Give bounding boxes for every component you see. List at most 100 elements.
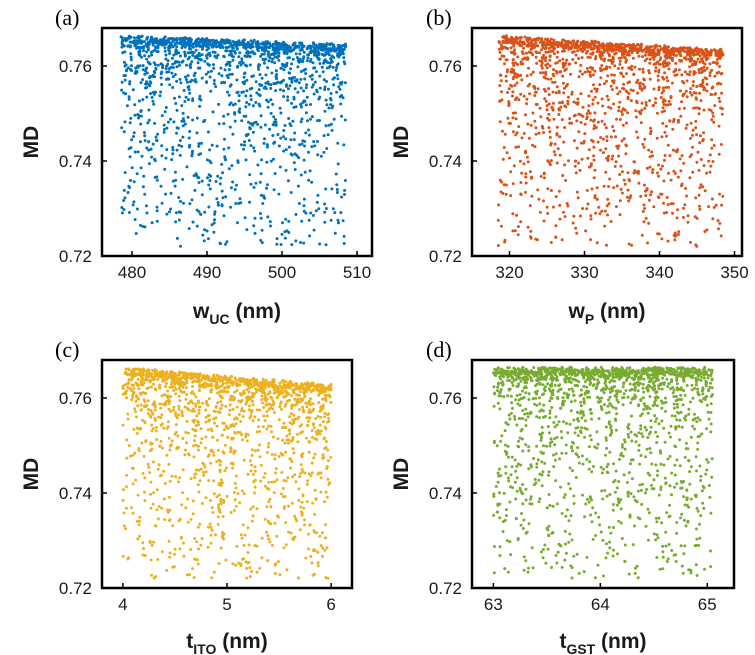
data-point	[143, 192, 147, 196]
data-point	[274, 69, 278, 73]
data-point	[190, 198, 194, 202]
data-point	[659, 47, 663, 51]
data-point	[209, 89, 213, 93]
data-point	[243, 80, 247, 84]
data-point	[287, 44, 291, 48]
data-point	[306, 128, 310, 132]
data-point	[618, 46, 622, 50]
data-point	[694, 106, 698, 110]
data-point	[272, 157, 275, 161]
data-point	[188, 130, 192, 133]
data-point	[647, 221, 651, 225]
data-point	[278, 88, 282, 92]
data-point	[241, 438, 245, 442]
data-point	[536, 87, 540, 91]
data-point	[318, 62, 322, 65]
data-point	[699, 99, 703, 103]
data-point	[220, 433, 224, 437]
data-point	[650, 190, 654, 194]
data-point	[173, 381, 177, 385]
data-point	[272, 82, 276, 85]
data-point	[222, 428, 226, 432]
data-point	[197, 181, 201, 184]
data-point	[310, 73, 314, 77]
data-point	[174, 392, 178, 396]
data-point	[319, 46, 323, 50]
data-point	[544, 63, 548, 67]
data-point	[593, 194, 597, 198]
data-point	[578, 44, 582, 48]
data-point	[538, 51, 541, 55]
data-point	[231, 180, 235, 184]
data-point	[131, 373, 135, 377]
data-point	[199, 427, 203, 431]
data-point	[138, 49, 142, 53]
data-point	[290, 384, 294, 388]
data-point	[223, 68, 227, 72]
data-point	[142, 131, 146, 134]
data-point	[253, 149, 257, 153]
data-point	[128, 82, 132, 86]
data-point	[129, 55, 133, 59]
data-point	[147, 465, 151, 469]
data-point	[249, 182, 253, 186]
data-point	[270, 60, 274, 64]
data-point	[698, 67, 702, 71]
data-point	[281, 64, 285, 67]
data-point	[233, 102, 237, 106]
data-point	[698, 60, 702, 64]
data-point	[124, 63, 128, 67]
data-point	[218, 463, 222, 467]
data-point	[191, 220, 195, 224]
data-point	[139, 166, 143, 170]
data-point	[320, 52, 324, 56]
data-point	[251, 130, 255, 134]
data-point	[147, 108, 151, 112]
data-point	[641, 142, 645, 146]
data-point	[190, 154, 194, 158]
data-point	[165, 370, 169, 374]
data-point	[653, 46, 657, 50]
data-point	[199, 467, 203, 471]
data-point	[593, 95, 597, 99]
data-point	[247, 102, 251, 106]
data-point	[244, 432, 248, 436]
data-point	[199, 212, 203, 216]
data-point	[225, 46, 229, 50]
data-point	[243, 533, 247, 537]
data-point	[272, 51, 276, 55]
data-point	[514, 98, 517, 102]
data-point	[209, 69, 213, 73]
data-point	[671, 49, 675, 53]
data-point	[715, 82, 719, 86]
data-point	[512, 164, 516, 168]
data-point	[524, 181, 528, 185]
data-point	[129, 58, 133, 62]
data-point	[574, 171, 578, 175]
data-point	[690, 93, 694, 97]
data-point	[168, 551, 172, 555]
data-point	[169, 207, 173, 211]
data-point	[142, 49, 145, 53]
data-point	[206, 42, 210, 46]
data-point	[207, 384, 211, 388]
data-point	[186, 85, 190, 89]
data-point	[168, 519, 172, 523]
data-point	[323, 447, 327, 450]
plot-frame	[470, 26, 744, 258]
data-point	[269, 98, 273, 102]
data-point	[715, 61, 719, 65]
data-point	[213, 421, 216, 425]
data-point	[598, 212, 602, 216]
data-point	[253, 449, 257, 453]
data-point	[672, 234, 676, 237]
data-point	[324, 440, 328, 443]
data-point	[304, 67, 308, 71]
data-point	[499, 79, 503, 83]
data-point	[198, 54, 202, 58]
data-point	[318, 74, 322, 78]
data-point	[229, 43, 233, 47]
data-point	[233, 112, 237, 116]
data-point	[245, 51, 249, 55]
data-point	[122, 60, 126, 64]
